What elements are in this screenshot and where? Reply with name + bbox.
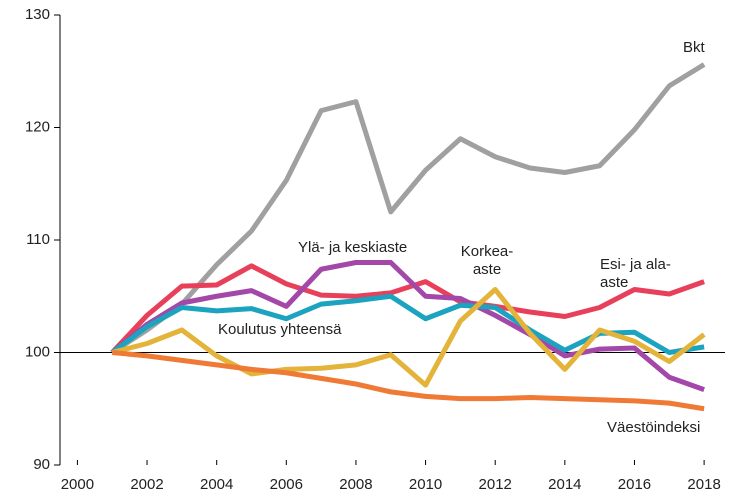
x-tick-label: 2014 [548, 476, 581, 493]
y-tick-label: 90 [33, 456, 50, 473]
x-tick-label: 2004 [200, 476, 233, 493]
series-line [111, 350, 705, 412]
x-tick-label: 2012 [479, 476, 512, 493]
y-tick-label: 100 [25, 343, 50, 360]
y-tick-label: 120 [25, 118, 50, 135]
series-line [110, 263, 705, 355]
series-line [110, 62, 706, 355]
series-label: Ylä- ja keskiaste [298, 239, 407, 256]
series-label: Korkea-aste [461, 243, 514, 278]
x-tick-label: 2000 [61, 476, 94, 493]
x-tick-label: 2008 [339, 476, 372, 493]
series-label: Esi- ja ala-aste [600, 256, 671, 291]
series-label: Väestöindeksi [607, 419, 700, 436]
x-tick-label: 2010 [409, 476, 442, 493]
x-tick-label: 2006 [270, 476, 303, 493]
x-tick-label: 2002 [130, 476, 163, 493]
series-label: Koulutus yhteensä [218, 321, 342, 338]
series-line [111, 287, 706, 388]
x-tick-label: 2016 [618, 476, 651, 493]
series-line [110, 260, 705, 392]
x-tick-label: 2018 [687, 476, 720, 493]
y-tick-label: 130 [25, 6, 50, 23]
series-label: Bkt [683, 39, 706, 56]
y-tick-label: 110 [26, 231, 50, 248]
